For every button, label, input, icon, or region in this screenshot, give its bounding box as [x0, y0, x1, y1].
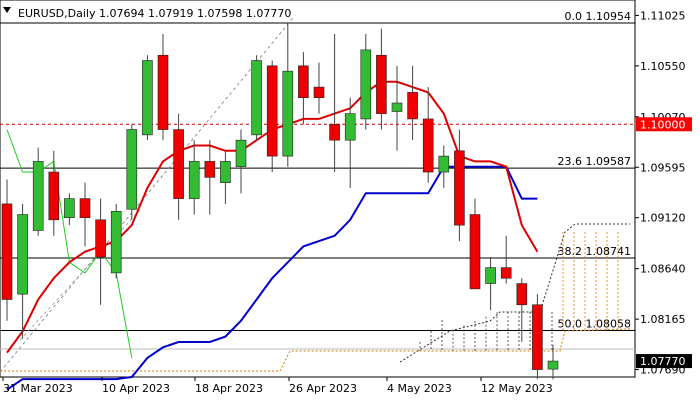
candle-bearish [266, 65, 278, 157]
fibonacci-levels: 0.0 1.10954 23.6 1.09587 38.2 1.08741 50.0 … [0, 10, 635, 331]
candle-bearish [157, 54, 169, 130]
candle-bullish [64, 198, 75, 219]
candle-bearish [500, 267, 512, 279]
y-tick-label: 1.10550 [640, 60, 686, 73]
candle-bullish [32, 161, 44, 231]
candle-bearish [313, 86, 325, 99]
x-tick-label: 12 May 2023 [481, 382, 553, 395]
candle-bearish [469, 214, 481, 290]
candle-bearish [298, 65, 309, 99]
candle-bullish [110, 211, 122, 274]
candle-bearish [173, 129, 184, 199]
price-tag-box [636, 354, 692, 369]
candle-bullish [485, 267, 496, 284]
candle-bearish [454, 150, 465, 226]
price-tag-label: 1.07770 [640, 355, 686, 368]
y-tick-label: 1.11025 [640, 9, 686, 22]
symbol-header: EURUSD,Daily 1.07694 1.07919 1.07598 1.0… [18, 7, 291, 20]
candle-bullish [438, 155, 450, 173]
candle-bearish [422, 118, 434, 173]
candle-bearish [79, 198, 91, 219]
fib-level-label: 38.2 1.08741 [558, 245, 631, 258]
time-axis: 31 Mar 2023 10 Apr 2023 18 Apr 2023 26 Apr … [2, 377, 553, 395]
x-tick-label: 26 Apr 2023 [289, 382, 357, 395]
collapse-triangle-icon[interactable] [3, 7, 11, 13]
x-tick-label: 4 May 2023 [387, 382, 452, 395]
fib-level-label: 23.6 1.09587 [558, 155, 631, 168]
candle-bullish [188, 161, 200, 199]
candle-bullish [220, 161, 231, 183]
price-tag-label: 1.10000 [640, 118, 686, 131]
cloud-upper-line [399, 223, 630, 363]
fib-level-label: 0.0 1.10954 [565, 10, 631, 23]
cloud-lower-line [0, 328, 631, 372]
candle-bearish [48, 171, 60, 221]
price-axis: 1.110251.105501.100701.095951.091201.086… [635, 9, 692, 377]
candle-bearish [532, 304, 543, 370]
fib-level-label: 50.0 1.08058 [558, 317, 631, 330]
plot-frame [0, 0, 636, 378]
guide-lines [0, 17, 635, 373]
y-tick-label: 1.08640 [640, 263, 686, 276]
y-tick-label: 1.09120 [640, 212, 686, 225]
candle-bullish [391, 102, 403, 112]
candle-bullish [344, 113, 356, 141]
x-tick-label: 10 Apr 2023 [102, 382, 170, 395]
candles [1, 23, 559, 380]
candle-bearish [407, 92, 418, 120]
candle-bearish [204, 161, 216, 178]
candle-bearish [516, 283, 528, 306]
candle-bearish [376, 54, 387, 114]
candle-bullish [360, 49, 372, 120]
candle-bearish [1, 203, 13, 300]
y-tick-label: 1.09595 [640, 161, 686, 174]
candle-bullish [17, 214, 28, 295]
cloud-lines [0, 223, 631, 372]
price-tag-box [636, 117, 692, 132]
candle-bearish [95, 219, 106, 258]
candle-bullish [142, 60, 153, 136]
candle-bullish [251, 60, 262, 136]
x-tick-label: 31 Mar 2023 [3, 382, 73, 395]
candle-bullish [282, 70, 294, 157]
candle-bearish [329, 123, 340, 141]
y-tick-label: 1.08165 [640, 313, 686, 326]
candle-bullish [126, 129, 138, 210]
fib-trend-guide [0, 17, 294, 373]
candle-bullish [235, 139, 247, 168]
candle-bullish [547, 360, 559, 370]
x-tick-label: 18 Apr 2023 [195, 382, 263, 395]
